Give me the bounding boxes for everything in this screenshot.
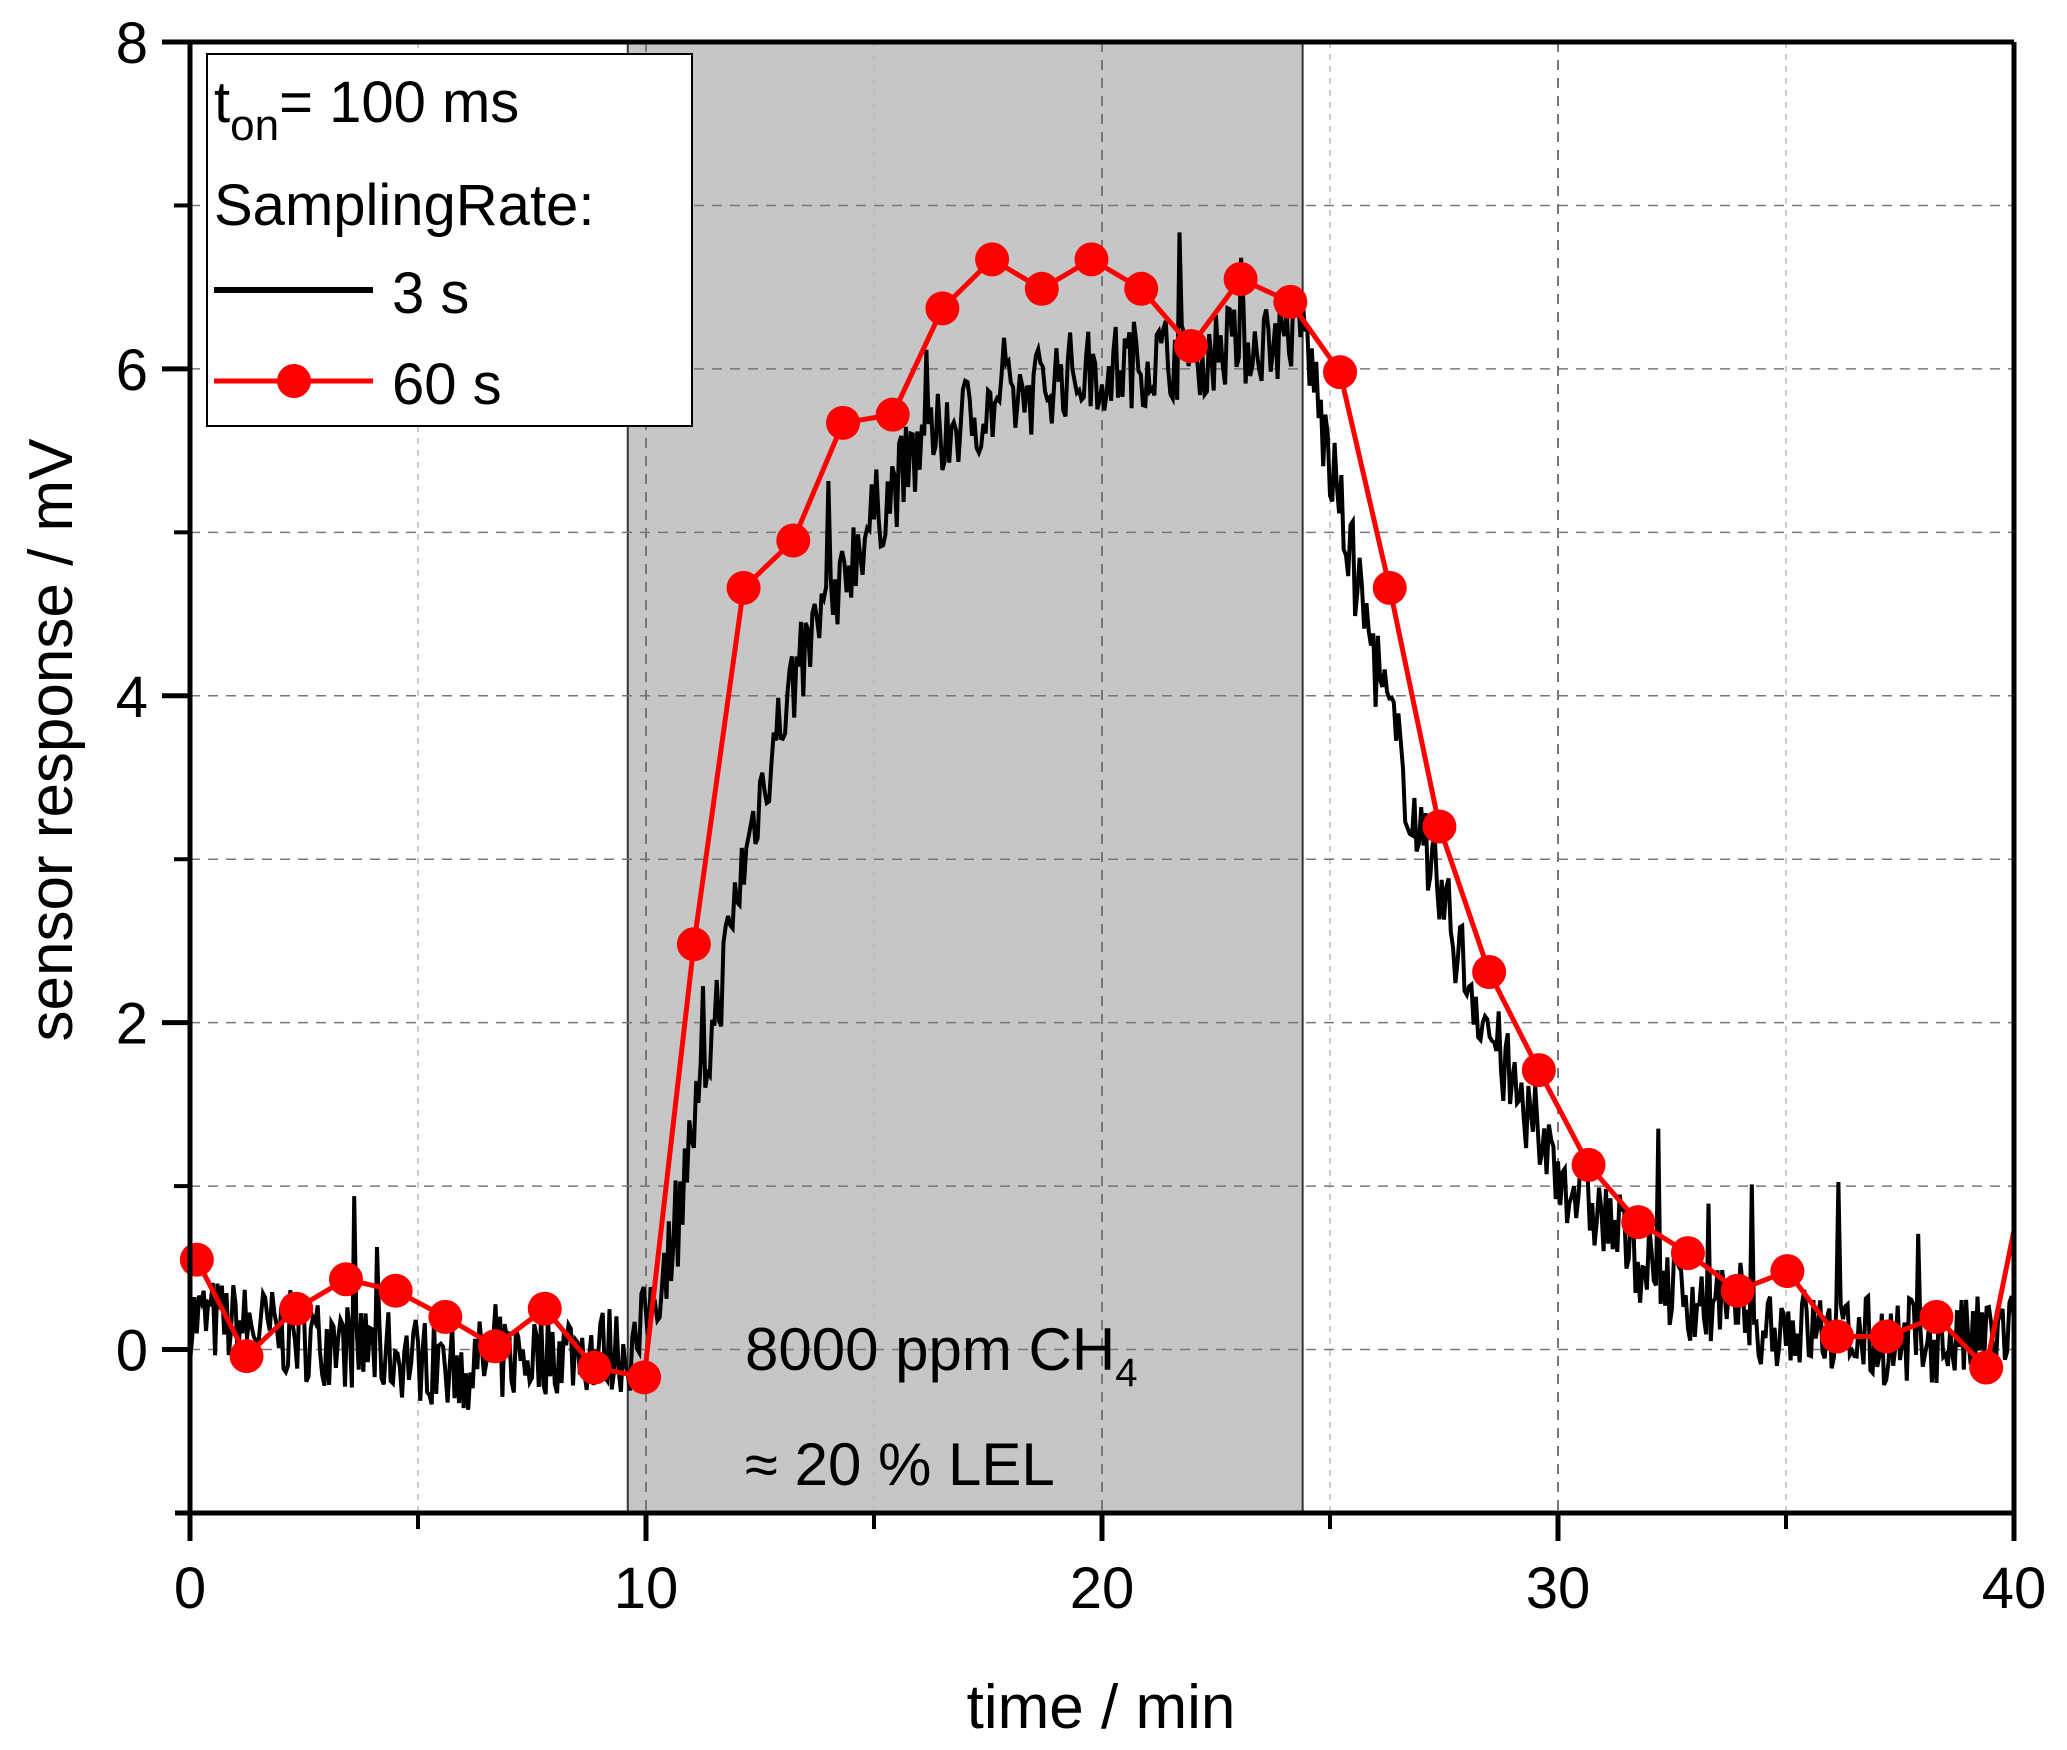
y-tick-label: 2 <box>116 992 148 1057</box>
data-point-60s <box>975 242 1010 277</box>
data-point-60s <box>726 570 761 605</box>
data-point-60s <box>179 1242 214 1277</box>
data-point-60s <box>1074 242 1109 277</box>
y-tick-label: 6 <box>116 338 148 403</box>
y-tick-label: 8 <box>116 11 148 76</box>
data-point-60s <box>378 1273 413 1308</box>
data-point-60s <box>1820 1319 1855 1354</box>
annotation-lel: ≈ 20 % LEL <box>745 1431 1055 1498</box>
annotation-ch4-subscript: 4 <box>1115 1351 1137 1395</box>
data-point-60s <box>925 291 960 326</box>
data-point-60s <box>1422 809 1457 844</box>
data-point-60s <box>627 1360 662 1395</box>
data-point-60s <box>527 1291 562 1326</box>
grid <box>190 42 2014 1513</box>
data-point-60s <box>776 523 811 558</box>
data-point-60s <box>1571 1147 1606 1182</box>
annotation-ch4-text: 8000 ppm CH <box>745 1316 1115 1383</box>
data-point-60s <box>328 1262 363 1297</box>
x-tick-label: 20 <box>1070 1556 1135 1621</box>
legend-header-sampling: SamplingRate: <box>214 173 594 238</box>
data-point-60s <box>676 927 711 962</box>
legend: ton= 100 ms SamplingRate: 3 s 60 s <box>206 53 693 427</box>
legend-label-3s: 3 s <box>392 261 469 326</box>
shaded-region-rect <box>626 41 1304 1514</box>
svg-text:8000 ppm CH4: 8000 ppm CH4 <box>745 1316 1137 1395</box>
data-point-60s <box>577 1350 612 1385</box>
data-point-60s <box>1770 1254 1805 1289</box>
annotation-concentration: 8000 ppm CH4 <box>745 1316 1137 1395</box>
data-point-60s <box>1720 1273 1755 1308</box>
data-point-60s <box>1372 570 1407 605</box>
series-line-3s <box>188 232 2016 1410</box>
data-point-60s <box>1670 1236 1705 1271</box>
data-point-60s <box>1223 261 1258 296</box>
x-axis-title: time / min <box>967 1673 1236 1742</box>
legend-marker-60s <box>277 364 311 398</box>
ticks: 0 10 20 30 40 0 2 4 6 8 <box>116 11 2047 1621</box>
y-axis-title: sensor response / mV <box>17 438 86 1042</box>
y-tick-label: 4 <box>116 665 148 730</box>
data-point-60s <box>478 1329 513 1364</box>
data-point-60s <box>1919 1299 1954 1334</box>
y-tick-label: 0 <box>116 1319 148 1384</box>
x-tick-label: 40 <box>1982 1556 2047 1621</box>
legend-box <box>206 53 693 427</box>
legend-header-sub: on <box>230 101 279 150</box>
legend-header-t: t <box>214 70 230 135</box>
axes <box>175 39 2017 1516</box>
data-point-60s <box>1273 284 1308 319</box>
legend-header-rest: = 100 ms <box>279 70 519 135</box>
data-point-60s <box>875 397 910 432</box>
data-point-60s <box>1521 1053 1556 1088</box>
data-point-60s <box>1124 271 1159 306</box>
data-point-60s <box>1621 1205 1656 1240</box>
data-point-60s <box>229 1339 264 1374</box>
x-tick-label: 10 <box>614 1556 679 1621</box>
data-point-60s <box>1869 1319 1904 1354</box>
data-point-60s <box>1173 329 1208 364</box>
svg-text:ton= 100 ms: ton= 100 ms <box>214 70 519 150</box>
data-point-60s <box>825 405 860 440</box>
shaded-exposure-region <box>626 41 1304 1514</box>
data-point-60s <box>1472 954 1507 989</box>
legend-label-60s: 60 s <box>392 352 502 417</box>
data-point-60s <box>1323 355 1358 390</box>
x-tick-label: 0 <box>174 1556 206 1621</box>
data-point-60s <box>279 1291 314 1326</box>
data-point-60s <box>1969 1350 2004 1385</box>
data-point-60s <box>428 1299 463 1334</box>
x-tick-label: 30 <box>1526 1556 1591 1621</box>
series-layer <box>179 232 2017 1410</box>
data-point-60s <box>1024 271 1059 306</box>
